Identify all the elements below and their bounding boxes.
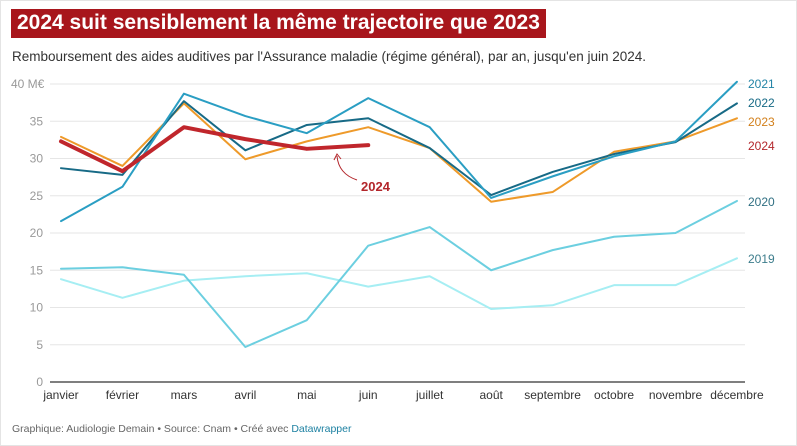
series-label-2022: 2022 (748, 96, 775, 110)
x-tick-label: janvier (42, 388, 78, 402)
series-label-2019: 2019 (748, 252, 775, 266)
y-tick-label: 30 (30, 152, 44, 166)
x-tick-label: août (479, 388, 503, 402)
chart-title: 2024 suit sensiblement la même trajectoi… (11, 9, 546, 38)
y-tick-label: 25 (30, 189, 44, 203)
series-line-2022 (60, 100, 738, 197)
x-tick-label: juin (358, 388, 378, 402)
series-label-2021: 2021 (748, 77, 775, 91)
y-tick-label: 5 (36, 338, 43, 352)
y-tick-label: 10 (30, 301, 44, 315)
series-line-2023 (60, 102, 738, 203)
series-label-2024: 2024 (748, 139, 775, 153)
x-tick-label: avril (234, 388, 256, 402)
x-tick-label: mars (171, 388, 198, 402)
x-tick-label: février (106, 388, 139, 402)
x-tick-label: novembre (649, 388, 703, 402)
y-tick-label: 15 (30, 263, 44, 277)
footer: Graphique: Audiologie Demain • Source: C… (12, 423, 351, 435)
y-tick-label: 35 (30, 114, 44, 128)
chart-subtitle: Remboursement des aides auditives par l'… (12, 49, 647, 64)
x-tick-label: septembre (524, 388, 581, 402)
series-label-2023: 2023 (748, 115, 775, 129)
series-line-2019 (60, 257, 738, 310)
footer-credit: Graphique: Audiologie Demain • Source: C… (12, 423, 292, 435)
annotation-2024: 2024 (361, 179, 391, 194)
annotation-arrow (336, 155, 358, 181)
x-tick-label: juillet (415, 388, 444, 402)
y-tick-label: 0 (36, 375, 43, 389)
datawrapper-link[interactable]: Datawrapper (291, 423, 352, 435)
annotation-arrowhead-icon (333, 153, 342, 161)
y-tick-label: 20 (30, 226, 44, 240)
y-tick-label: 40 M€ (11, 77, 45, 91)
series-line-2020 (60, 199, 738, 348)
series-line-2021 (60, 80, 738, 223)
x-tick-label: octobre (594, 388, 634, 402)
x-tick-label: décembre (710, 388, 764, 402)
series-label-2020: 2020 (748, 195, 775, 209)
x-tick-label: mai (297, 388, 316, 402)
series-line-2024 (59, 125, 371, 174)
